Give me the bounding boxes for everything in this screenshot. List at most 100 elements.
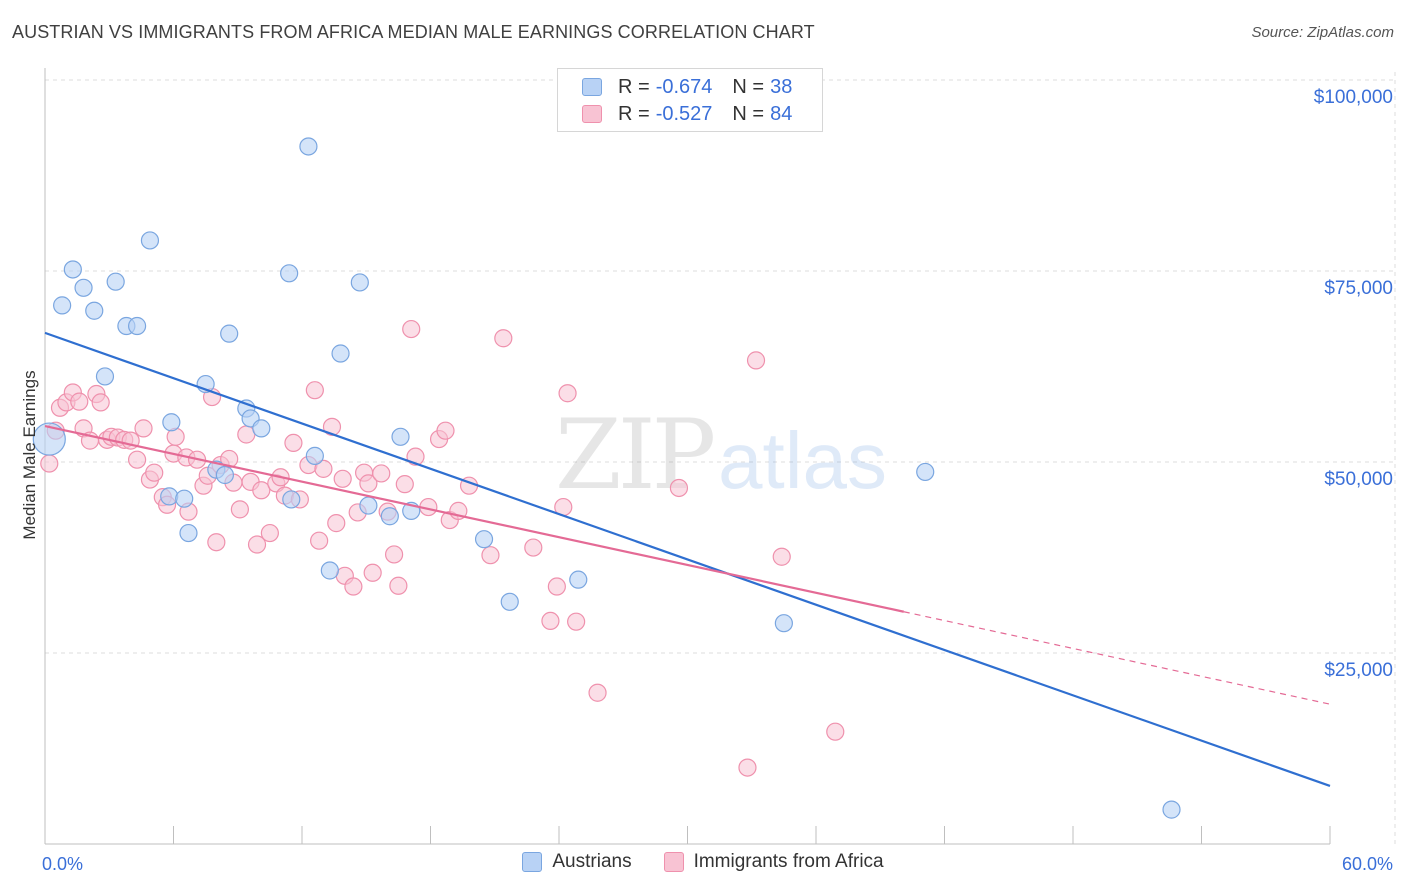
austrians-swatch [582,78,602,96]
data-point-austrians [305,446,324,465]
watermark-zip: ZIP [555,399,714,511]
data-point-austrians [380,507,399,526]
y-tick-label: $25,000 [1324,660,1393,681]
data-point-austrians [391,427,410,446]
data-point-africa [40,454,59,473]
data-point-africa [494,329,513,348]
r-label: R = [618,102,650,125]
r-value: -0.527 [655,102,713,125]
data-point-austrians [350,273,369,292]
trend-line-austrians [44,331,1331,787]
data-point-africa [772,547,791,566]
data-point-africa [567,612,586,631]
data-point-africa [70,392,89,411]
axes [44,68,1331,845]
data-point-africa [145,463,164,482]
data-point-africa [372,464,391,483]
legend-item-africa[interactable]: Immigrants from Africa [663,851,884,873]
data-point-austrians [331,344,350,363]
r-label: R = [618,75,650,98]
stats-legend: R = -0.674 N = 38 R = -0.527 N = 84 [557,68,823,132]
data-point-africa [558,384,577,403]
data-point-africa [738,758,757,777]
data-point-africa [547,577,566,596]
data-point-austrians [160,487,179,506]
data-point-africa [284,433,303,452]
data-point-austrians [500,592,519,611]
chart-title: AUSTRIAN VS IMMIGRANTS FROM AFRICA MEDIA… [12,22,815,42]
r-value: -0.674 [655,75,713,98]
stats-row-africa: R = -0.527 N = 84 [582,101,792,127]
data-point-austrians [63,260,82,279]
africa-legend-swatch [663,852,684,872]
austrians-legend-swatch [522,852,543,872]
data-point-africa [669,478,689,498]
data-point-austrians [179,523,198,543]
data-point-austrians [282,490,301,509]
series-legend: Austrians Immigrants from Africa [0,851,1406,873]
data-point-austrians [95,367,115,386]
data-point-africa [436,421,455,440]
data-point-africa [481,546,500,565]
data-point-austrians [32,422,66,456]
legend-label-austrians: Austrians [552,851,632,872]
data-point-africa [252,481,271,500]
data-point-austrians [774,614,793,633]
data-point-austrians [175,489,194,508]
data-point-austrians [106,272,125,291]
data-point-austrians [53,296,72,315]
data-point-africa [127,450,147,469]
legend-item-austrians[interactable]: Austrians [522,851,632,873]
data-point-africa [389,576,408,595]
data-point-africa [541,611,560,631]
data-point-africa [344,577,363,596]
data-point-austrians [280,264,299,283]
data-point-austrians [359,496,378,515]
data-point-africa [230,500,249,519]
legend-label-africa: Immigrants from Africa [693,851,884,872]
data-point-africa [333,469,352,488]
y-tick-label: $100,000 [1314,87,1393,108]
data-point-africa [322,417,342,436]
y-tick-label: $75,000 [1324,278,1393,299]
data-point-africa [314,459,333,478]
trend-line-africa [44,425,905,613]
y-tick-label: $50,000 [1324,469,1393,490]
data-point-africa [247,535,267,554]
series-austrians [32,137,1181,819]
data-point-africa [395,475,414,494]
data-point-austrians [1162,800,1181,819]
data-point-austrians [252,419,271,438]
data-point-austrians [215,465,234,485]
data-point-africa [384,545,404,564]
y-axis-label: Median Male Earnings [20,370,39,540]
data-point-austrians [299,137,318,156]
n-value: 84 [770,102,793,125]
data-point-africa [359,474,378,493]
trend-line-africa-extension [903,611,1331,705]
watermark-atlas: atlas [718,416,887,505]
data-point-africa [207,533,226,552]
data-point-africa [588,683,607,702]
x-tick-label-min: 0.0% [42,854,83,874]
data-point-africa [524,538,543,557]
stats-row-austrians: R = -0.674 N = 38 [582,74,792,100]
data-point-austrians [474,530,494,549]
data-point-austrians [220,324,239,343]
data-point-austrians [127,316,147,336]
data-point-africa [310,531,329,550]
data-point-austrians [140,231,160,250]
data-point-austrians [320,561,339,580]
data-point-africa [134,419,153,438]
tick-labels: $25,000 $50,000 $75,000 $100,000 0.0% 60.0% [42,87,1393,874]
data-point-africa [363,563,382,582]
data-point-africa [91,393,110,412]
trend-lines [44,331,1331,787]
series-immigrants-from-africa [40,319,845,777]
n-label: N = [732,75,765,98]
data-point-austrians [162,413,181,432]
data-point-austrians [916,462,935,482]
data-point-africa [826,722,845,741]
data-point-africa [402,319,421,339]
